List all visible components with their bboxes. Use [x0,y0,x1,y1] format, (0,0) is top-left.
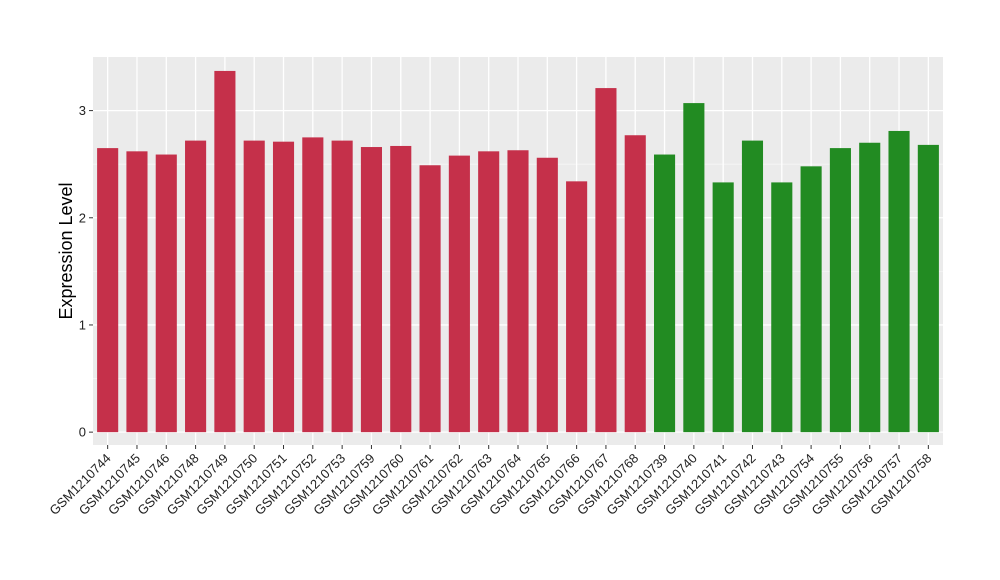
y-tick-label: 3 [79,103,86,118]
bar-GSM1210740 [683,103,705,433]
bar-GSM1210744 [97,148,119,433]
bar-GSM1210755 [829,148,851,433]
y-tick-label: 1 [79,317,86,332]
bar-GSM1210750 [243,140,265,433]
bar-GSM1210766 [566,181,588,433]
bar-GSM1210760 [390,145,412,433]
bar-GSM1210749 [214,70,236,433]
bar-GSM1210762 [448,155,470,433]
bar-GSM1210754 [800,166,822,433]
bar-GSM1210761 [419,165,441,433]
bar-GSM1210763 [478,151,500,433]
bar-GSM1210751 [272,141,295,433]
x-axis: GSM1210744GSM1210745GSM1210746GSM1210748… [46,445,934,518]
bar-GSM1210745 [126,151,148,433]
bar-GSM1210759 [360,147,382,433]
y-tick-label: 2 [79,210,86,225]
y-axis: 0 1 2 3 [79,103,93,440]
bar-GSM1210748 [185,140,207,433]
y-axis-title: Expression Level [56,182,76,319]
bar-GSM1210741 [712,182,734,433]
bar-GSM1210756 [859,142,881,433]
bar-GSM1210742 [741,140,764,433]
bar-GSM1210753 [331,140,353,433]
bar-GSM1210743 [771,182,793,433]
bar-GSM1210765 [536,157,558,433]
bar-GSM1210746 [155,154,177,433]
bar-GSM1210739 [654,154,676,433]
bar-GSM1210768 [624,135,646,433]
bar-GSM1210752 [302,137,324,433]
bar-GSM1210764 [507,150,529,433]
bar-GSM1210757 [888,130,910,433]
bars-group [97,70,939,433]
y-tick-label: 0 [79,425,86,440]
bar-GSM1210767 [595,88,617,433]
bar-GSM1210758 [917,144,939,433]
